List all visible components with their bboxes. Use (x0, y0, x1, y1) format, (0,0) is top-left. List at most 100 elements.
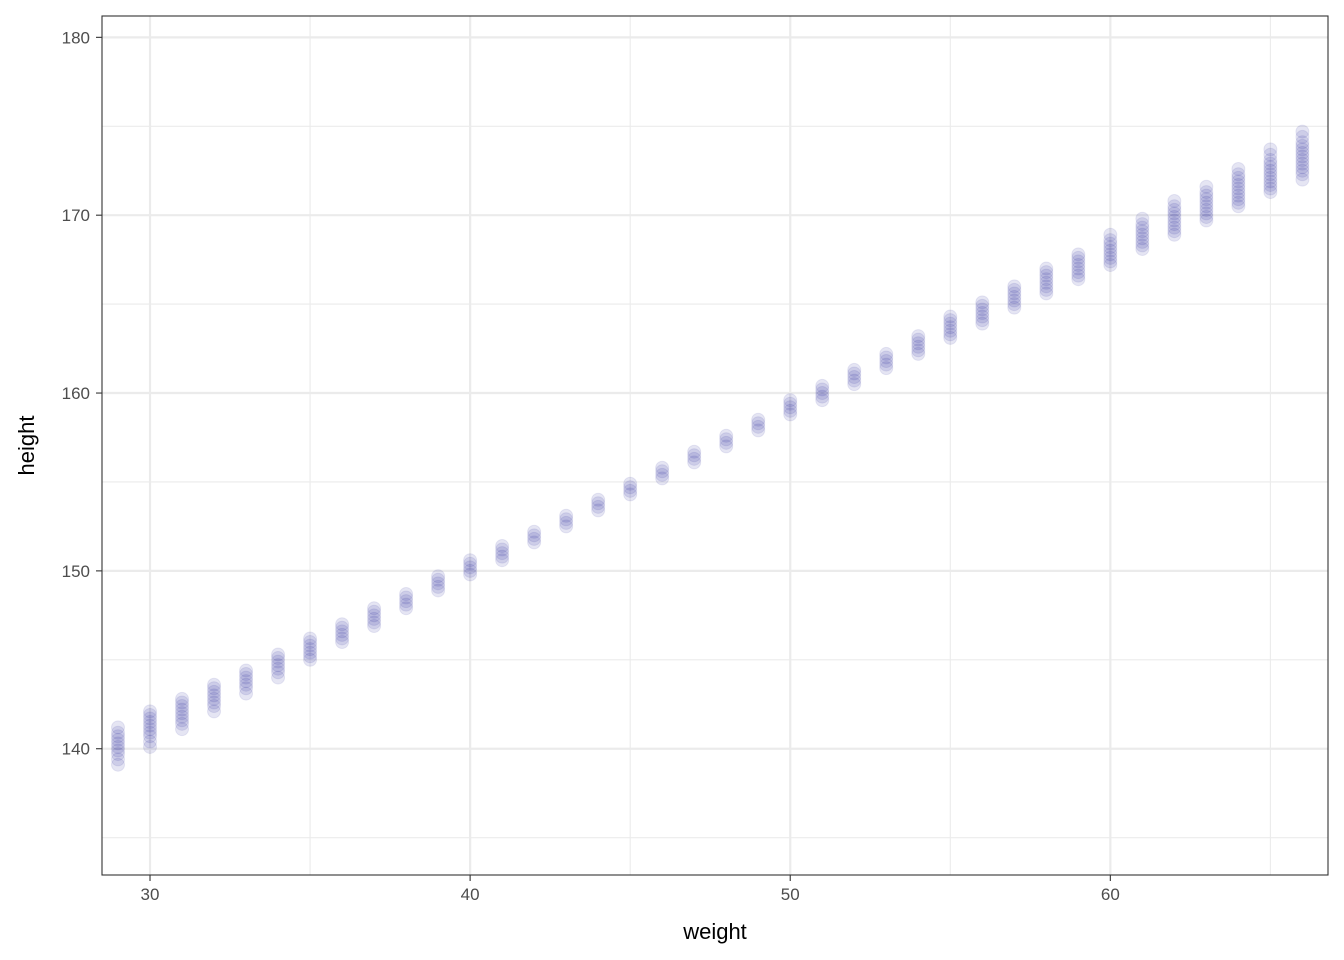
data-point (1295, 156, 1310, 171)
data-point (911, 329, 926, 344)
y-tick-label: 140 (62, 740, 90, 759)
data-point (1231, 199, 1246, 214)
data-point (1039, 286, 1054, 301)
data-point (527, 535, 542, 550)
data-point (815, 378, 830, 393)
data-point (719, 435, 734, 450)
data-point (1167, 220, 1182, 235)
data-point (687, 451, 702, 466)
data-point (1199, 199, 1214, 214)
data-point (143, 739, 158, 754)
data-point (1167, 193, 1182, 208)
data-point (1263, 147, 1278, 162)
data-point (207, 677, 222, 692)
data-point (1263, 185, 1278, 200)
data-point (143, 722, 158, 737)
data-point (335, 627, 350, 642)
data-point (111, 739, 126, 754)
data-point (335, 631, 350, 646)
data-point (655, 464, 670, 479)
data-point (559, 519, 574, 534)
data-point (1295, 153, 1310, 168)
data-point (975, 298, 990, 313)
data-point (1295, 129, 1310, 144)
data-point (1263, 160, 1278, 175)
data-point (655, 467, 670, 482)
data-point (175, 713, 190, 728)
data-point (1199, 188, 1214, 203)
data-point (239, 681, 254, 696)
data-point (1135, 211, 1150, 226)
data-point (1295, 124, 1310, 139)
data-point (559, 508, 574, 523)
data-point (175, 706, 190, 721)
data-point (175, 691, 190, 706)
x-tick-label: 40 (461, 885, 480, 904)
data-point (1263, 174, 1278, 189)
data-point (399, 587, 414, 602)
data-point (175, 702, 190, 717)
data-point (367, 604, 382, 619)
data-point (399, 601, 414, 616)
data-point (1199, 209, 1214, 224)
data-point (143, 711, 158, 726)
panel-border (101, 15, 1329, 876)
data-point (367, 608, 382, 623)
x-axis: 30 40 50 60 (141, 875, 1120, 904)
data-point (815, 389, 830, 404)
data-point (271, 647, 286, 662)
data-point (175, 722, 190, 737)
data-point (687, 448, 702, 463)
data-point (335, 617, 350, 632)
data-point (1007, 279, 1022, 294)
data-point (623, 487, 638, 502)
data-point (367, 611, 382, 626)
data-point (1231, 167, 1246, 182)
data-point (1071, 254, 1086, 269)
data-point (975, 309, 990, 324)
data-point (943, 313, 958, 328)
data-point (303, 649, 318, 664)
data-point (1263, 142, 1278, 157)
data-point (975, 302, 990, 317)
data-point (1071, 272, 1086, 287)
data-point (1071, 250, 1086, 265)
data-point (1295, 149, 1310, 164)
data-point (111, 736, 126, 751)
data-point (207, 699, 222, 714)
data-point (207, 681, 222, 696)
y-axis-title: height (14, 416, 39, 476)
y-tick-label: 150 (62, 562, 90, 581)
data-point (1167, 213, 1182, 228)
data-point (143, 715, 158, 730)
data-point (1295, 138, 1310, 153)
data-point (751, 423, 766, 438)
data-point (111, 752, 126, 767)
data-point (1135, 220, 1150, 235)
x-tick-label: 60 (1101, 885, 1120, 904)
data-point (1039, 272, 1054, 287)
data-point (271, 670, 286, 685)
data-point (399, 597, 414, 612)
data-points (111, 124, 1310, 772)
data-point (495, 542, 510, 557)
data-point (399, 590, 414, 605)
data-point (1295, 135, 1310, 150)
data-point (111, 725, 126, 740)
data-point (207, 691, 222, 706)
x-tick-label: 30 (141, 885, 160, 904)
data-point (1231, 170, 1246, 185)
data-point (1263, 167, 1278, 182)
y-tick-label: 180 (62, 28, 90, 47)
data-point (463, 567, 478, 582)
data-point (879, 357, 894, 372)
data-point (143, 718, 158, 733)
data-point (1231, 161, 1246, 176)
data-point (1263, 181, 1278, 196)
data-point (1199, 195, 1214, 210)
data-point (111, 732, 126, 747)
data-point (911, 346, 926, 361)
data-point (207, 688, 222, 703)
data-point (975, 316, 990, 331)
